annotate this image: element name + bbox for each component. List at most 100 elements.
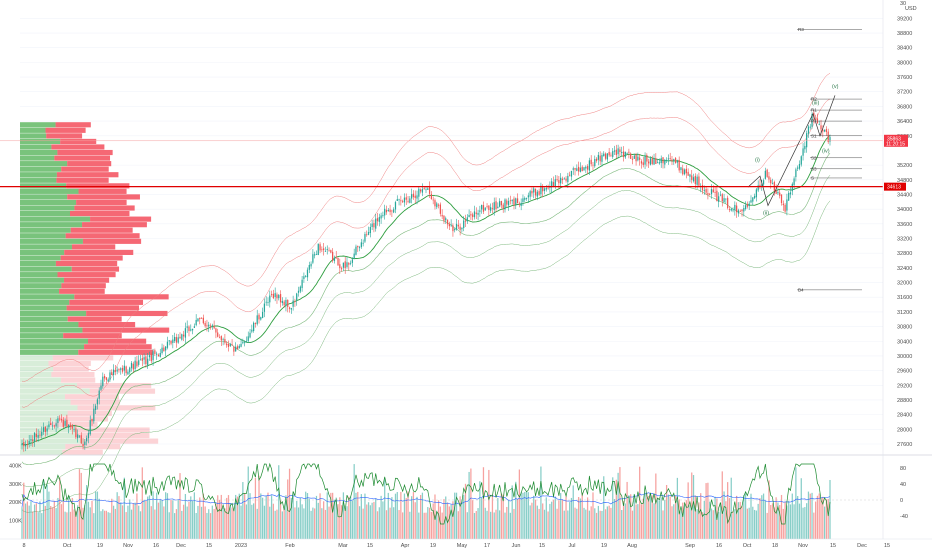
candle-body	[705, 189, 707, 193]
price-axis[interactable]: 39200 38800 38400 38000 37600 37200 36800 36400…	[9, 1, 917, 525]
candle-body	[292, 300, 294, 307]
volume-bar	[533, 495, 535, 539]
volume-bar	[55, 508, 57, 539]
volume-bar	[448, 506, 450, 539]
candle-body	[676, 161, 679, 163]
candle-body	[231, 344, 233, 346]
candle-body	[727, 197, 729, 209]
candle-body	[409, 198, 411, 203]
candle-body	[42, 427, 45, 432]
candle-body	[723, 198, 725, 203]
candle-body	[800, 156, 802, 165]
profile-bar-up	[20, 355, 53, 361]
volume-bar	[272, 503, 275, 539]
candle-body	[732, 209, 734, 211]
profile-bar-down	[60, 138, 97, 144]
candle-body	[355, 246, 357, 255]
volume-bar	[727, 482, 729, 539]
volume-bar	[538, 508, 540, 539]
volume-bar	[220, 494, 222, 539]
volume-bar	[376, 511, 379, 539]
candle-body	[349, 262, 352, 264]
profile-bar-down	[54, 155, 111, 161]
time-axis[interactable]: 8 Oct 19 Nov 16 Dec 15 2023 Feb Mar 15 Apr 19 May 17 Ju…	[22, 543, 890, 549]
profile-bar-up	[20, 383, 78, 389]
pivot-label: S	[811, 176, 814, 181]
volume-bar	[279, 500, 282, 539]
candle-body	[270, 294, 273, 295]
volume-bar	[145, 500, 147, 539]
time-tick-label: Oct	[63, 543, 72, 549]
candle-body	[594, 159, 596, 167]
volume-bar	[488, 469, 490, 539]
profile-bar-up	[20, 122, 56, 128]
volume-bar	[815, 501, 817, 539]
volume-bar	[648, 495, 650, 539]
price-tick-label: 36800	[897, 104, 912, 110]
candle-body	[649, 158, 652, 165]
volume-bar	[358, 506, 361, 539]
volume-bar	[658, 500, 661, 539]
profile-bar-down	[84, 344, 152, 350]
profile-bar-up	[20, 272, 58, 278]
candle-body	[48, 424, 50, 428]
candle-body	[728, 209, 731, 211]
profile-bar-down	[50, 421, 98, 428]
candle-body	[590, 159, 592, 165]
candle-body	[644, 156, 646, 165]
candle-body	[213, 326, 215, 329]
volume-bar	[551, 501, 553, 539]
candle-body	[531, 190, 533, 194]
volume-bar	[770, 504, 772, 539]
volume-bar	[150, 506, 152, 539]
profile-bar-down	[56, 172, 119, 178]
profile-bar-down	[82, 327, 170, 333]
candle-body	[197, 318, 199, 322]
volume-bar	[421, 492, 424, 539]
volume-bar	[683, 505, 686, 539]
volume-bar	[240, 505, 242, 539]
volume-bar	[68, 495, 70, 539]
volume-bar	[269, 506, 271, 539]
wave-label: (v)	[832, 84, 839, 90]
profile-bar-up	[20, 216, 91, 222]
candle-body	[667, 158, 670, 160]
volume-bar	[301, 504, 303, 539]
candle-body	[102, 376, 104, 387]
volume-bar	[579, 498, 582, 539]
volume-bar	[473, 512, 476, 539]
volume-bar	[637, 504, 639, 539]
volume-bar	[689, 505, 691, 539]
candle-body	[525, 197, 528, 199]
candle-body	[427, 188, 429, 190]
volume-bar	[89, 507, 91, 539]
volume-bar	[73, 509, 75, 539]
candle-body	[710, 189, 713, 195]
volume-bar	[730, 477, 732, 539]
candle-body	[244, 342, 246, 344]
volume-bar	[780, 494, 783, 539]
volume-bar	[504, 512, 506, 539]
last-price-tag	[884, 134, 908, 147]
volume-bar	[235, 494, 237, 539]
candle-body	[78, 435, 81, 437]
volume-bar	[98, 498, 100, 539]
profile-bar-down	[77, 383, 152, 389]
volume-bar	[619, 467, 621, 539]
candle-body	[511, 199, 513, 202]
candle-body	[274, 293, 276, 297]
volume-bar	[69, 511, 72, 539]
price-tick-label: 30000	[897, 354, 912, 360]
volume-bar	[348, 496, 350, 539]
candle-body	[93, 408, 95, 422]
volume-bar	[613, 499, 616, 539]
profile-bar-down	[82, 238, 142, 244]
price-tick-label: 32800	[897, 251, 912, 257]
candle-body	[193, 326, 196, 328]
volume-bar	[750, 493, 752, 539]
candle-body	[308, 264, 310, 270]
price-tick-label: 32400	[897, 266, 912, 272]
candle-body	[597, 154, 600, 160]
volume-bar	[558, 500, 560, 539]
